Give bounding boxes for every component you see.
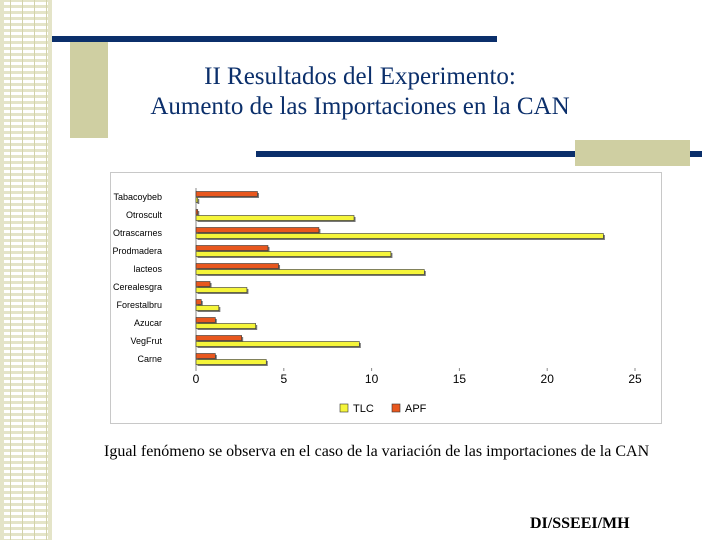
category-label: Otroscult [126, 210, 163, 220]
bar-apf-vegfrut [195, 335, 242, 341]
category-label: Carne [137, 354, 162, 364]
bar-apf-tabacoybeb [195, 191, 258, 197]
bar-tlc-otroscult [195, 215, 355, 221]
category-label: Azucar [134, 318, 162, 328]
slide-caption: Igual fenómeno se observa en el caso de … [104, 443, 650, 460]
bar-apf-azucar [195, 317, 216, 323]
category-label: Prodmadera [112, 246, 162, 256]
top-navy-bar [52, 36, 497, 42]
x-tick-label: 25 [628, 372, 642, 386]
bar-apf-prodmadera [195, 245, 269, 251]
category-label: Cerealesgra [113, 282, 162, 292]
bar-tlc-carne [195, 359, 267, 365]
import-bar-chart: Tabacoybeb Otroscult Otrascarnes Prodmadera… [110, 172, 662, 424]
legend-swatch-tlc [339, 403, 349, 413]
bar-apf-carne [195, 353, 216, 359]
x-tick-label: 15 [453, 372, 467, 386]
bar-apf-otrascarnes [195, 227, 320, 233]
x-tick-label: 20 [541, 372, 555, 386]
bar-tlc-prodmadera [195, 251, 392, 257]
bar-tlc-azucar [195, 323, 257, 329]
bar-tlc-tabacoybeb [195, 197, 199, 203]
bar-apf-otroscult [195, 209, 199, 215]
tan-block-right [575, 140, 690, 166]
bar-apf-cerealesgra [195, 281, 211, 287]
decorative-stripe-pattern [0, 0, 52, 540]
legend-swatch-apf [391, 403, 401, 413]
category-label: lacteos [133, 264, 162, 274]
bottom-navy-bar [256, 151, 702, 157]
tan-block-left [70, 42, 108, 138]
category-label: VegFrut [130, 336, 162, 346]
title-line-1: II Resultados del Experimento: [204, 63, 516, 90]
bar-tlc-lacteos [195, 269, 425, 275]
bar-tlc-forestalbru [195, 305, 220, 311]
bar-tlc-vegfrut [195, 341, 360, 347]
footer-credit: DI/SSEEI/MH [530, 515, 630, 532]
bar-tlc-cerealesgra [195, 287, 248, 293]
x-tick-label: 10 [365, 372, 379, 386]
bar-apf-lacteos [195, 263, 279, 269]
bar-tlc-otrascarnes [195, 233, 604, 239]
category-label: Forestalbru [116, 300, 162, 310]
bar-apf-forestalbru [195, 299, 202, 305]
x-tick-label: 0 [193, 372, 200, 386]
legend-label-tlc: TLC [353, 403, 374, 415]
category-label: Tabacoybeb [113, 192, 162, 202]
title-line-2: Aumento de las Importaciones en la CAN [150, 93, 570, 120]
slide-title: II Resultados del Experimento: Aumento d… [110, 62, 610, 122]
legend-label-apf: APF [405, 403, 427, 415]
category-label: Otrascarnes [113, 228, 163, 238]
x-tick-label: 5 [280, 372, 287, 386]
